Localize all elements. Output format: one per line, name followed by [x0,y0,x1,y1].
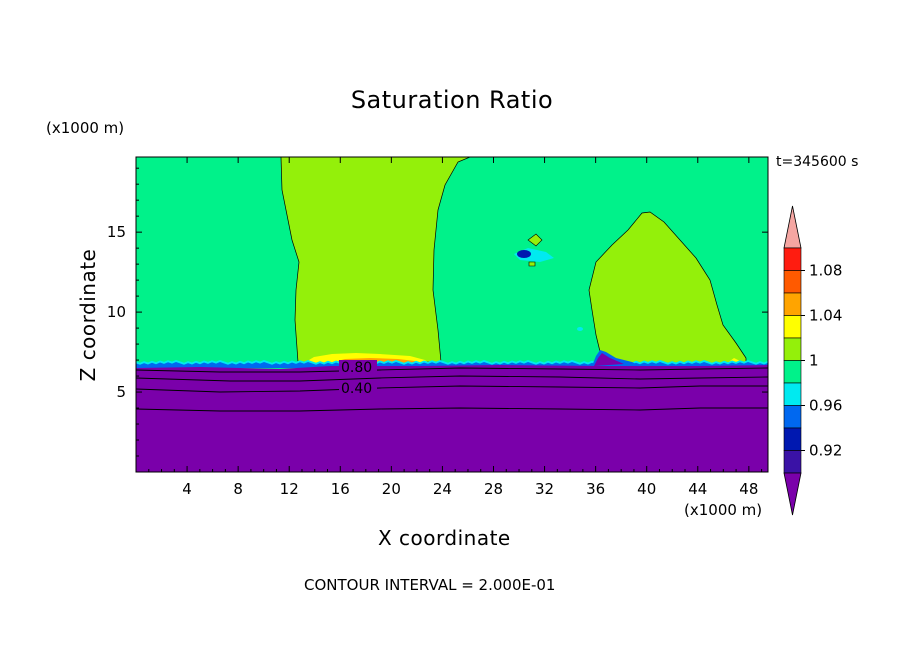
contour-label-bg [339,360,377,373]
colorbar-min-arrow [783,472,802,516]
plot-frame [135,156,769,473]
colorbar-box [783,270,802,294]
x-tick-label: 36 [586,480,605,498]
spike-core [594,353,624,366]
tiny-patch [577,327,583,331]
contour-label: 0.40 [341,381,372,397]
colorbar-box [783,405,802,429]
colorbar-label: 1.08 [809,262,842,280]
moist-patch [527,233,543,247]
chart-title: Saturation Ratio [350,86,554,114]
x-axis-label: X coordinate [378,526,511,550]
contour-label-bg [339,381,377,394]
contour-line [136,407,768,412]
y-tick-label: 15 [107,223,126,241]
contour-line [136,375,768,382]
x-tick-label: 40 [637,480,656,498]
y-tick-label: 10 [107,303,126,321]
colorbar-box [783,315,802,339]
x-tick-label: 28 [484,480,503,498]
colorbar-box [783,247,802,271]
lower-layer-fill [136,365,768,472]
colorbar-max-arrow [783,205,802,249]
contour-plot-area: 0.80 0.40 [136,157,768,472]
colorbar-box [783,382,802,406]
x-tick-label: 12 [280,480,299,498]
colorbar-box [783,427,802,451]
x-axis: 4 8 12 16 20 24 28 32 36 40 44 48 [148,157,763,498]
colorbar-box [783,292,802,316]
y-axis-unit: (x1000 m) [46,119,125,137]
time-label: t=345600 s [776,154,859,170]
colorbar-box [783,360,802,384]
x-tick-label: 4 [182,480,192,498]
contour-line [136,367,768,373]
colorbar-box [783,337,802,361]
y-axis-label: Z coordinate [76,248,100,382]
x-tick-label: 24 [433,480,452,498]
contour-interval-note: CONTOUR INTERVAL = 2.000E-01 [304,576,556,594]
x-tick-label: 44 [688,480,707,498]
y-axis: 5 10 15 [107,167,768,457]
colorbar-label: 1 [809,352,819,370]
colorbar: 0.92 0.96 1 1.04 1.08 [783,205,842,516]
x-tick-label: 32 [535,480,554,498]
x-axis-unit: (x1000 m) [684,501,763,519]
colorbar-box [783,450,802,474]
colorbar-label: 1.04 [809,307,842,325]
x-tick-label: 16 [331,480,350,498]
dry-spot [517,250,531,258]
colorbar-label: 0.92 [809,442,842,460]
x-tick-label: 48 [739,480,758,498]
moist-dome-fill [588,211,747,365]
colorbar-label: 0.96 [809,397,842,415]
y-tick-label: 5 [116,383,126,401]
x-tick-label: 8 [233,480,243,498]
x-tick-label: 20 [382,480,401,498]
moist-patch-small [528,261,536,267]
contour-line [136,385,768,393]
contour-label: 0.80 [341,360,372,376]
